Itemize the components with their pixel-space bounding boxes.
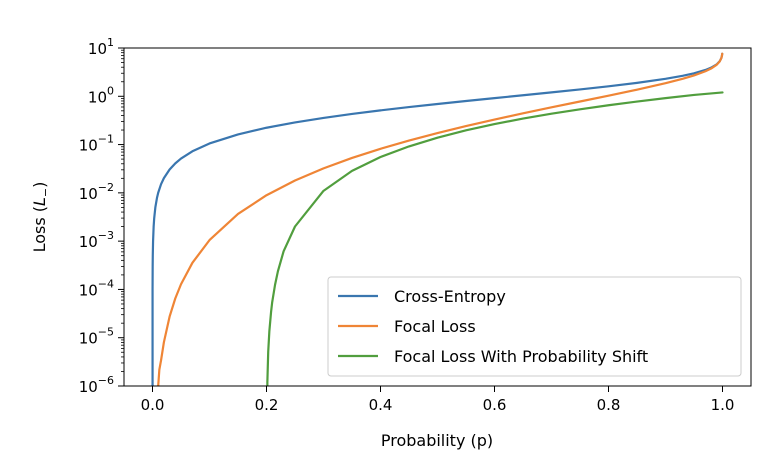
x-tick-label: 0.6 [483,396,507,414]
x-tick-label: 0.0 [141,396,165,414]
y-tick-label: 10−5 [79,326,114,348]
y-tick-label: 10−3 [79,229,114,251]
x-tick-label: 0.2 [255,396,279,414]
x-axis-label: Probability (p) [381,431,493,450]
legend: Cross-Entropy Focal Loss Focal Loss With P… [327,276,742,377]
y-tick-label: 10−4 [79,277,114,299]
legend-label-cross-entropy: Cross-Entropy [394,287,506,306]
series-layer [151,52,724,386]
x-axis-ticks: 0.0 0.2 0.4 0.6 0.8 1.0 [141,386,735,414]
legend-box [327,276,742,377]
x-tick-label: 1.0 [711,396,735,414]
legend-label-focal-loss-with-probability-shift: Focal Loss With Probability Shift [394,347,648,366]
x-tick-label: 0.8 [597,396,621,414]
legend-label-focal-loss: Focal Loss [394,317,476,336]
y-tick-label: 10−2 [79,181,114,203]
y-tick-label: 10−6 [79,374,114,396]
y-axis-ticks: 10−6 10−5 10−4 10−3 10−2 10−1 100 101 [79,36,124,396]
series-line-focal-loss [157,52,724,386]
y-tick-label: 101 [88,36,114,58]
plot-frame [123,47,752,387]
y-axis-label: Loss (L−) [30,182,52,253]
y-tick-label: 10−1 [79,133,114,155]
y-tick-label: 100 [88,84,114,106]
x-tick-label: 0.4 [369,396,393,414]
series-line-focal-loss-with-probability-shift [266,91,724,386]
series-line-cross-entropy [151,52,724,386]
